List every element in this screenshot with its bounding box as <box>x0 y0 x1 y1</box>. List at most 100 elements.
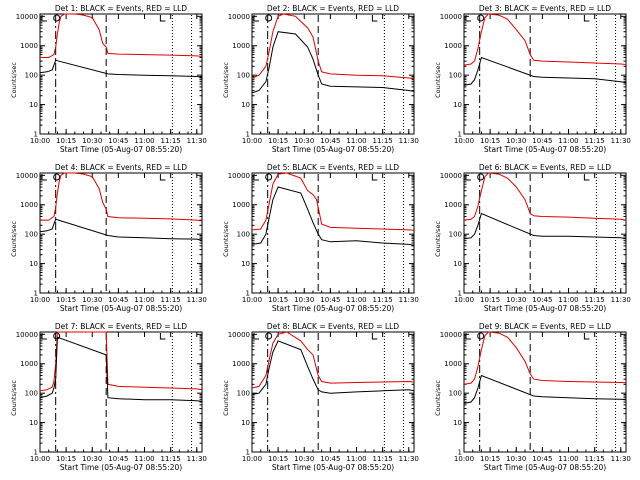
state-marker-right <box>159 174 166 181</box>
plot-frame <box>39 13 203 135</box>
y-tick-label: 1 <box>34 449 38 457</box>
x-tick-label: 10:45 <box>532 296 552 304</box>
y-tick-label: 10 <box>453 260 462 268</box>
chart-panel-3: 1 10 100 1000 10000 10:00 10:15 10:30 10:45 11:00… <box>434 4 631 154</box>
state-marker-right <box>371 333 378 340</box>
series-line-events <box>463 212 627 240</box>
y-tick-label: 10000 <box>228 13 250 21</box>
plot-frame <box>251 13 415 135</box>
x-tick-label: 10:15 <box>56 296 76 304</box>
chart-panel-8: 1 10 100 1000 10000 10:00 10:15 10:30 10:45 11:00… <box>222 322 419 472</box>
y-tick-label: 1 <box>246 290 250 298</box>
x-axis-label: Start Time (05-Aug-07 08:55:20) <box>60 145 182 154</box>
x-axis-label: Start Time (05-Aug-07 08:55:20) <box>484 145 606 154</box>
x-tick-label: 10:15 <box>480 455 500 463</box>
x-axis-label: Start Time (05-Aug-07 08:55:20) <box>484 463 606 472</box>
series-line-events <box>39 218 203 241</box>
y-tick-label: 10 <box>453 419 462 427</box>
x-axis-label: Start Time (05-Aug-07 08:55:20) <box>272 145 394 154</box>
x-tick-label: 10:45 <box>532 137 552 145</box>
series-line-events <box>463 374 627 404</box>
state-marker-right <box>371 174 378 181</box>
y-tick-label: 1 <box>34 131 38 139</box>
attenuator-marker <box>265 14 273 22</box>
chart-panel-7: 1 10 100 1000 10000 10:00 10:15 10:30 10:45 11:00… <box>10 322 207 472</box>
y-tick-label: 100 <box>237 231 250 239</box>
x-tick-label: 11:15 <box>585 455 605 463</box>
plot-frame <box>251 331 415 453</box>
x-tick-label: 10:45 <box>108 137 128 145</box>
attenuator-marker <box>53 173 61 181</box>
x-tick-label: 10:30 <box>294 455 314 463</box>
state-marker-right <box>159 333 166 340</box>
y-tick-label: 10000 <box>16 172 38 180</box>
x-tick-label: 10:15 <box>480 296 500 304</box>
x-axis-label: Start Time (05-Aug-07 08:55:20) <box>484 304 606 313</box>
x-tick-label: 10:30 <box>82 137 102 145</box>
x-tick-label: 11:30 <box>399 137 419 145</box>
plot-frame <box>463 13 627 135</box>
y-tick-label: 10000 <box>16 13 38 21</box>
x-tick-label: 11:15 <box>161 455 181 463</box>
x-tick-label: 11:30 <box>399 455 419 463</box>
x-tick-label: 11:30 <box>399 296 419 304</box>
x-tick-label: 10:00 <box>454 296 474 304</box>
x-tick-label: 10:45 <box>532 455 552 463</box>
series-line-lld <box>463 13 627 66</box>
plot-frame <box>251 172 415 294</box>
x-tick-label: 11:00 <box>134 137 154 145</box>
x-tick-label: 11:15 <box>161 296 181 304</box>
x-tick-label: 10:30 <box>506 455 526 463</box>
x-axis-label: Start Time (05-Aug-07 08:55:20) <box>272 304 394 313</box>
y-tick-label: 1 <box>458 131 462 139</box>
x-tick-label: 10:15 <box>268 296 288 304</box>
y-tick-label: 10 <box>29 101 38 109</box>
chart-title: Det 9: BLACK = Events, RED = LLD <box>479 322 611 331</box>
y-tick-label: 100 <box>25 72 38 80</box>
y-tick-label: 10 <box>29 419 38 427</box>
x-tick-label: 10:15 <box>56 137 76 145</box>
plot-frame <box>39 331 203 453</box>
state-marker-right <box>159 15 166 22</box>
chart-title: Det 5: BLACK = Events, RED = LLD <box>267 163 399 172</box>
y-tick-label: 10 <box>241 101 250 109</box>
x-tick-label: 10:15 <box>56 455 76 463</box>
y-axis-label: Counts/sec <box>222 62 230 98</box>
y-axis-label: Counts/sec <box>10 62 18 98</box>
y-tick-label: 10000 <box>440 172 462 180</box>
y-tick-label: 1000 <box>232 360 250 368</box>
y-tick-label: 100 <box>25 390 38 398</box>
y-tick-label: 10 <box>241 419 250 427</box>
series-line-lld <box>251 331 415 389</box>
y-tick-label: 100 <box>449 72 462 80</box>
series-line-lld <box>251 13 415 80</box>
y-tick-label: 1000 <box>444 42 462 50</box>
state-marker-right <box>583 333 590 340</box>
y-tick-label: 1000 <box>232 201 250 209</box>
x-tick-label: 10:30 <box>506 296 526 304</box>
plot-frame <box>39 172 203 294</box>
x-tick-label: 10:30 <box>82 455 102 463</box>
attenuator-marker <box>477 332 485 340</box>
y-tick-label: 100 <box>449 231 462 239</box>
x-tick-label: 10:45 <box>320 296 340 304</box>
y-tick-label: 1000 <box>444 201 462 209</box>
chart-title: Det 3: BLACK = Events, RED = LLD <box>479 4 611 13</box>
x-tick-label: 10:00 <box>454 137 474 145</box>
x-tick-label: 11:30 <box>611 137 631 145</box>
x-tick-label: 10:45 <box>320 137 340 145</box>
y-axis-label: Counts/sec <box>434 221 442 257</box>
series-line-events <box>39 336 203 402</box>
x-tick-label: 11:15 <box>585 137 605 145</box>
chart-title: Det 7: BLACK = Events, RED = LLD <box>55 322 187 331</box>
y-tick-label: 100 <box>25 231 38 239</box>
x-tick-label: 10:00 <box>30 137 50 145</box>
x-tick-label: 11:30 <box>187 137 207 145</box>
y-tick-label: 10 <box>241 260 250 268</box>
x-tick-label: 11:00 <box>346 455 366 463</box>
y-axis-label: Counts/sec <box>434 380 442 416</box>
chart-title: Det 1: BLACK = Events, RED = LLD <box>55 4 187 13</box>
state-marker-right <box>583 15 590 22</box>
chart-title: Det 2: BLACK = Events, RED = LLD <box>267 4 399 13</box>
